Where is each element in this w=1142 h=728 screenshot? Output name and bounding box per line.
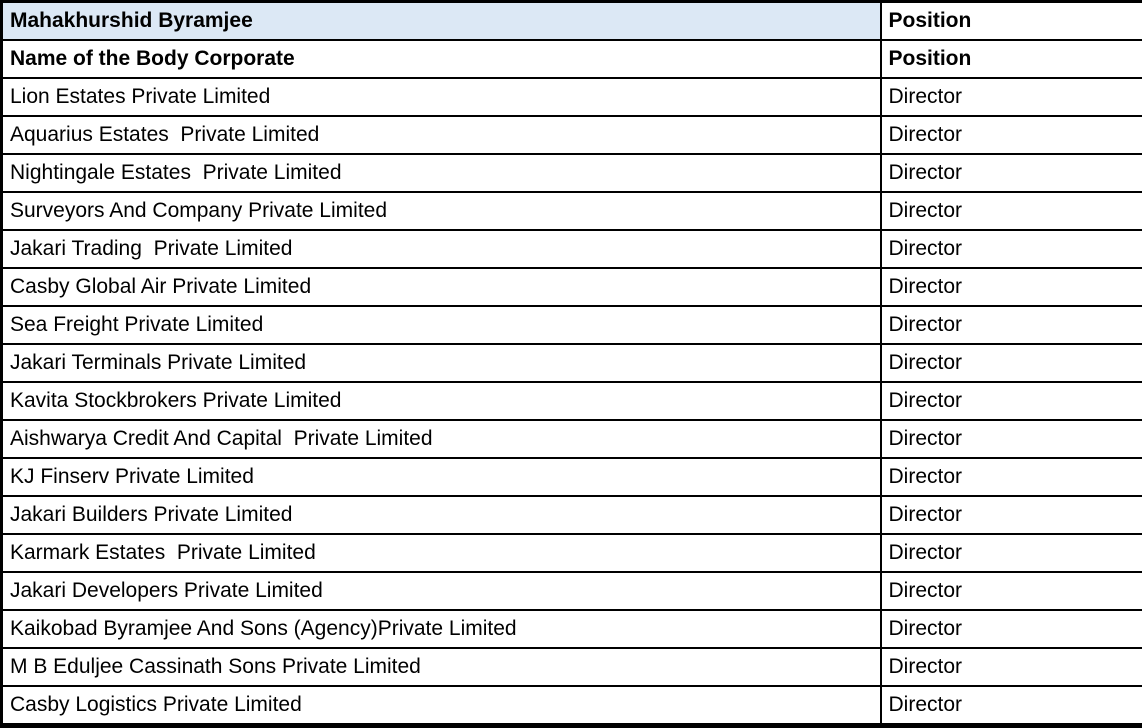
position-cell: Director — [881, 610, 1142, 648]
company-name-cell: Jakari Developers Private Limited — [2, 572, 881, 610]
company-name-cell: Casby Global Air Private Limited — [2, 268, 881, 306]
company-name-cell: Casby Logistics Private Limited — [2, 686, 881, 726]
company-name-cell: Jakari Builders Private Limited — [2, 496, 881, 534]
position-cell: Director — [881, 78, 1142, 116]
company-name-cell: Kaikobad Byramjee And Sons (Agency)Priva… — [2, 610, 881, 648]
position-cell: Director — [881, 496, 1142, 534]
company-name-cell: Aquarius Estates Private Limited — [2, 116, 881, 154]
company-name-cell: Jakari Terminals Private Limited — [2, 344, 881, 382]
position-cell: Director — [881, 648, 1142, 686]
table-row: M B Eduljee Cassinath Sons Private Limit… — [2, 648, 1142, 686]
position-cell: Director — [881, 268, 1142, 306]
position-cell: Director — [881, 344, 1142, 382]
person-name-header: Mahakhurshid Byramjee — [2, 2, 881, 41]
position-cell: Director — [881, 116, 1142, 154]
company-name-cell: Aishwarya Credit And Capital Private Lim… — [2, 420, 881, 458]
position-cell: Director — [881, 192, 1142, 230]
table-row: Aishwarya Credit And Capital Private Lim… — [2, 420, 1142, 458]
position-cell: Director — [881, 154, 1142, 192]
position-cell: Director — [881, 458, 1142, 496]
position-header: Position — [881, 40, 1142, 78]
position-cell: Director — [881, 686, 1142, 726]
position-header-top: Position — [881, 2, 1142, 41]
company-name-cell: M B Eduljee Cassinath Sons Private Limit… — [2, 648, 881, 686]
company-name-cell: KJ Finserv Private Limited — [2, 458, 881, 496]
company-name-cell: Kavita Stockbrokers Private Limited — [2, 382, 881, 420]
company-name-cell: Karmark Estates Private Limited — [2, 534, 881, 572]
position-cell: Director — [881, 382, 1142, 420]
company-name-cell: Sea Freight Private Limited — [2, 306, 881, 344]
column-header-row: Name of the Body Corporate Position — [2, 40, 1142, 78]
company-name-cell: Lion Estates Private Limited — [2, 78, 881, 116]
table-row: Kaikobad Byramjee And Sons (Agency)Priva… — [2, 610, 1142, 648]
company-name-cell: Surveyors And Company Private Limited — [2, 192, 881, 230]
position-cell: Director — [881, 420, 1142, 458]
position-cell: Director — [881, 230, 1142, 268]
company-name-cell: Jakari Trading Private Limited — [2, 230, 881, 268]
company-name-cell: Nightingale Estates Private Limited — [2, 154, 881, 192]
position-cell: Director — [881, 534, 1142, 572]
body-corporate-header: Name of the Body Corporate — [2, 40, 881, 78]
person-header-row: Mahakhurshid Byramjee Position — [2, 2, 1142, 41]
position-cell: Director — [881, 306, 1142, 344]
position-cell: Director — [881, 572, 1142, 610]
